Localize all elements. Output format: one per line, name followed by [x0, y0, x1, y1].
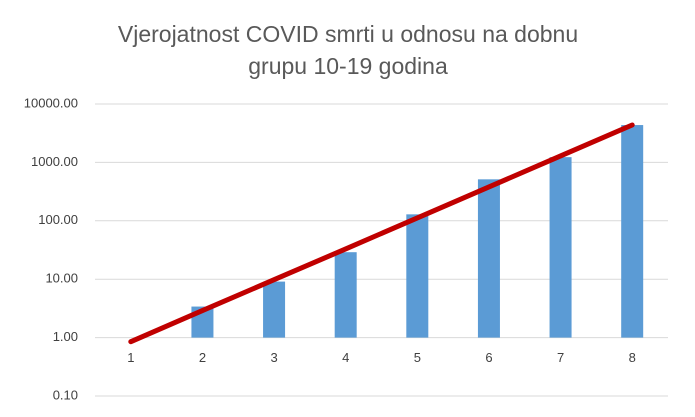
x-tick-label: 4 [342, 350, 349, 365]
x-tick-label: 5 [414, 350, 421, 365]
bar [406, 214, 429, 338]
x-tick-label: 2 [199, 350, 206, 365]
bar [263, 281, 286, 338]
x-tick-label: 1 [127, 350, 134, 365]
x-tick-label: 3 [270, 350, 277, 365]
y-tick-label: 0.10 [53, 387, 78, 402]
x-tick-label: 7 [557, 350, 564, 365]
y-tick-label: 100.00 [38, 212, 78, 227]
x-tick-label: 6 [485, 350, 492, 365]
trendline [128, 122, 635, 345]
chart-title: grupu 10-19 godina [248, 53, 448, 79]
y-tick-label: 1.00 [53, 329, 78, 344]
y-tick-label: 10.00 [45, 271, 78, 286]
bar [477, 179, 500, 338]
chart-title: Vjerojatnost COVID smrti u odnosu na dob… [118, 21, 578, 47]
bar [621, 125, 644, 338]
y-tick-label: 1000.00 [31, 154, 78, 169]
bar [334, 252, 357, 338]
y-tick-label: 10000.00 [24, 95, 78, 110]
x-tick-label: 8 [629, 350, 636, 365]
bar [549, 157, 572, 338]
